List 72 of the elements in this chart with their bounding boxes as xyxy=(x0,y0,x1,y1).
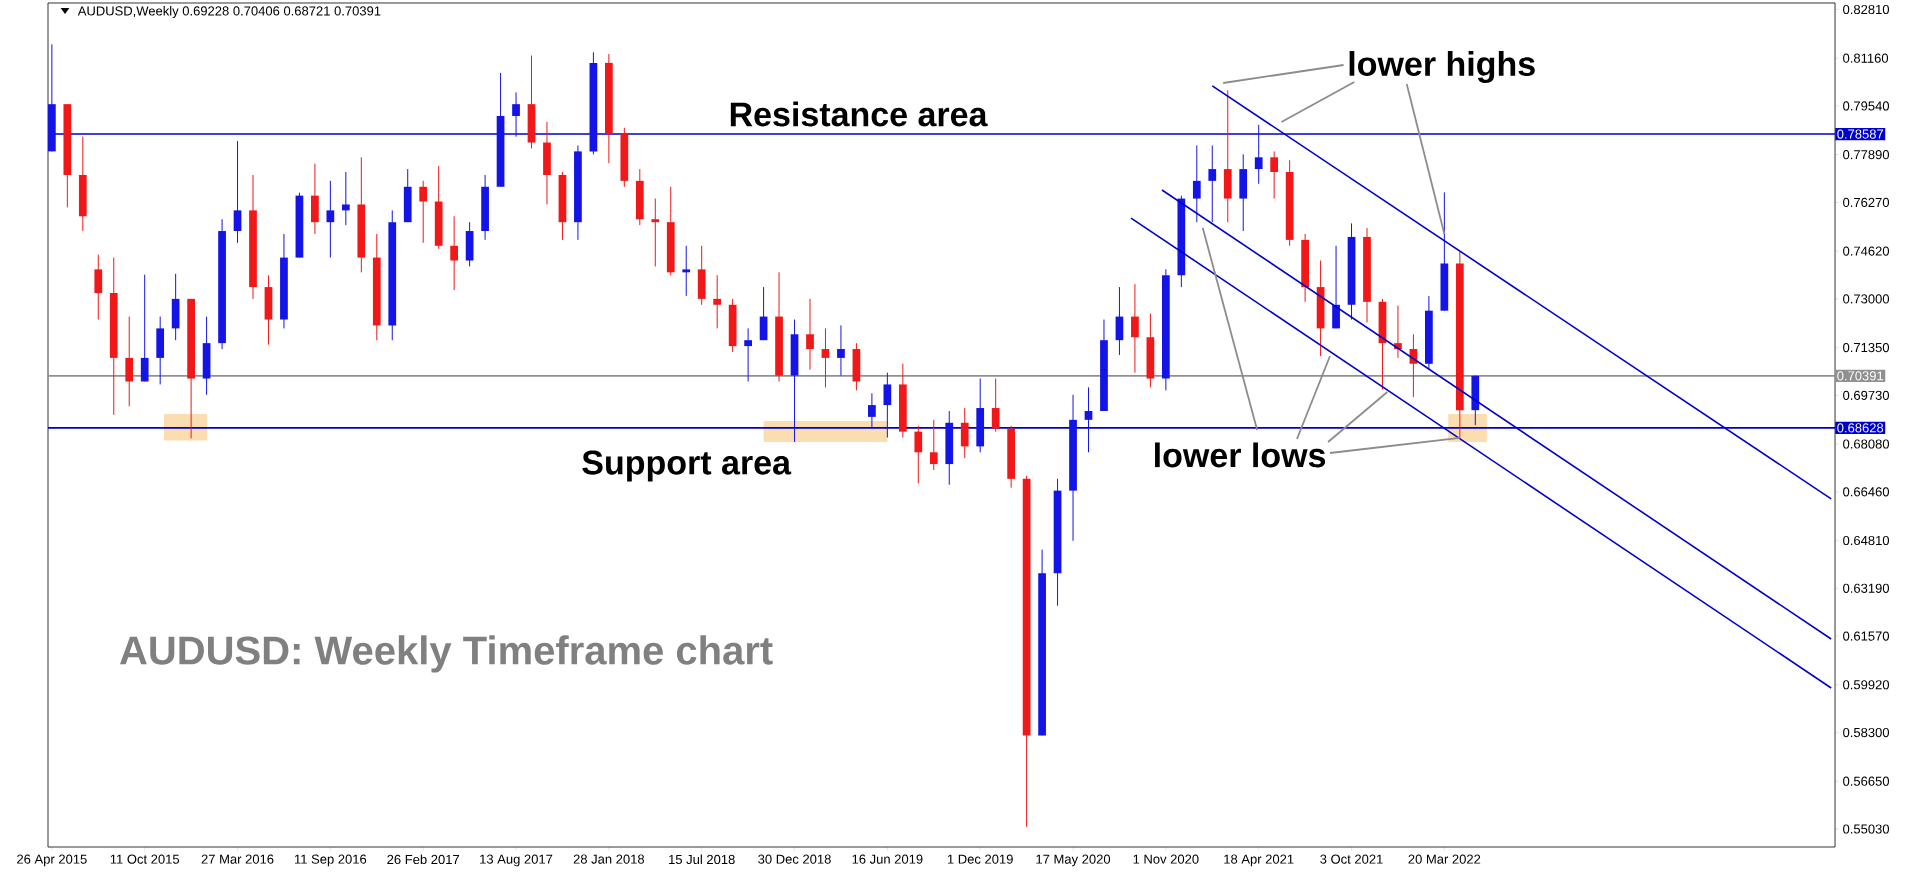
y-tick-label: 0.59920 xyxy=(1843,680,1890,690)
chart-subtitle: AUDUSD,Weekly 0.69228 0.70406 0.68721 0.70391 xyxy=(77,5,381,19)
x-tick-label: 27 Mar 2016 xyxy=(201,854,274,864)
candlestick xyxy=(1270,150,1279,200)
candlestick xyxy=(450,215,459,291)
x-tick-label: 26 Apr 2015 xyxy=(17,854,87,867)
annotation: lower lows xyxy=(1155,442,1326,468)
y-tick-label: 0.61570 xyxy=(1843,631,1890,641)
candlestick xyxy=(929,419,938,471)
candlestick xyxy=(125,316,134,407)
candlestick xyxy=(651,198,660,267)
ref-line-label: 0.78587 xyxy=(1837,129,1884,139)
candlestick xyxy=(868,392,876,430)
candlestick xyxy=(837,324,845,377)
candlestick xyxy=(682,245,691,297)
candlestick xyxy=(419,180,428,244)
x-tick-label: 17 May 2020 xyxy=(1036,854,1111,867)
y-tick-label: 0.66460 xyxy=(1843,487,1890,497)
y-tick-label: 0.73000 xyxy=(1843,294,1890,304)
candlestick xyxy=(94,254,103,321)
x-tick-label: 11 Sep 2016 xyxy=(294,854,367,867)
candlestick xyxy=(1131,283,1139,374)
y-tick-label: 0.68080 xyxy=(1843,439,1890,449)
text: AUDUSD: Weekly Timeframe chart xyxy=(119,635,773,673)
candlestick xyxy=(960,407,969,459)
ref-line-label: 0.68628 xyxy=(1837,423,1884,433)
ref-line-label: 0.70391 xyxy=(1837,371,1884,381)
x-tick-label: 13 Aug 2017 xyxy=(480,854,553,867)
annotation: lower highs xyxy=(1349,51,1535,83)
candlestick xyxy=(341,171,350,226)
y-tick-label: 0.64810 xyxy=(1843,535,1890,546)
x-tick-label: 16 Jun 2019 xyxy=(852,854,923,864)
y-tick-label: 0.82810 xyxy=(1843,4,1890,15)
y-tick-label: 0.56650 xyxy=(1843,776,1890,786)
candlestick xyxy=(1192,144,1201,223)
y-tick-label: 0.55030 xyxy=(1843,824,1890,834)
y-tick-label: 0.79540 xyxy=(1843,101,1890,111)
y-tick-label: 0.76270 xyxy=(1843,197,1890,208)
y-tick-label: 0.58300 xyxy=(1843,727,1890,738)
candlestick xyxy=(744,327,752,382)
candlestick xyxy=(806,298,814,371)
candlestick xyxy=(713,274,722,329)
x-tick-label: 3 Oct 2021 xyxy=(1320,854,1383,864)
y-tick-label: 0.71350 xyxy=(1843,342,1890,353)
candlestick xyxy=(1084,386,1093,453)
y-tick-label: 0.81160 xyxy=(1843,53,1889,63)
x-tick-label: 18 Apr 2021 xyxy=(1224,854,1294,867)
x-tick-label: 1 Dec 2019 xyxy=(947,854,1013,864)
x-tick-label: 11 Oct 2015 xyxy=(110,854,180,864)
candlestick xyxy=(991,378,1000,433)
y-tick-label: 0.77890 xyxy=(1843,150,1890,160)
candlestick xyxy=(1208,144,1217,223)
y-tick-label: 0.69730 xyxy=(1843,390,1890,400)
x-tick-label: 30 Dec 2018 xyxy=(758,854,831,864)
x-tick-label: 15 Jul 2018 xyxy=(669,854,735,865)
candlestick xyxy=(140,274,149,382)
x-tick-label: 28 Jan 2018 xyxy=(573,854,645,864)
candlestick xyxy=(326,180,335,259)
annotation: Support area xyxy=(582,450,792,482)
candlestick xyxy=(1254,124,1263,185)
candlestick xyxy=(883,372,892,439)
candlestick xyxy=(233,140,242,244)
candlestick xyxy=(821,327,830,388)
x-tick-label: 26 Feb 2017 xyxy=(387,854,460,865)
candlestick xyxy=(512,91,520,138)
y-tick-label: 0.63190 xyxy=(1843,583,1890,593)
x-tick-label: 1 Nov 2020 xyxy=(1133,854,1199,864)
annotation: Resistance area xyxy=(730,101,988,127)
candlestick xyxy=(1332,245,1340,329)
y-tick-label: 0.74620 xyxy=(1843,246,1890,256)
x-tick-label: 20 Mar 2022 xyxy=(1408,854,1481,864)
candlestick xyxy=(914,425,923,484)
